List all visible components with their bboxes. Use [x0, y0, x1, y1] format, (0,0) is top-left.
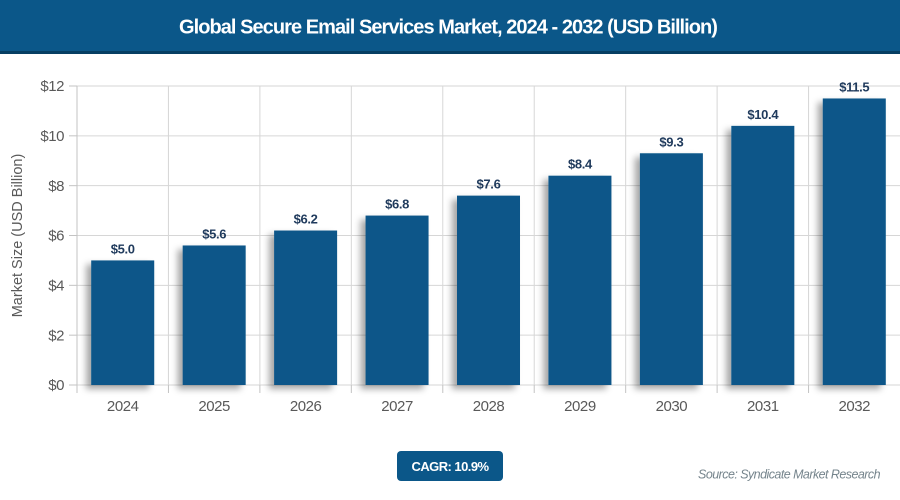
svg-text:$10.4: $10.4 — [747, 107, 779, 122]
svg-text:2031: 2031 — [747, 398, 779, 415]
svg-text:$9.3: $9.3 — [659, 134, 683, 149]
svg-text:2027: 2027 — [381, 398, 413, 415]
svg-text:CAGR: 10.9%: CAGR: 10.9% — [411, 459, 489, 474]
svg-text:2024: 2024 — [107, 398, 139, 415]
svg-text:$12: $12 — [40, 78, 64, 95]
svg-text:$6: $6 — [48, 228, 64, 245]
svg-text:2025: 2025 — [198, 398, 230, 415]
svg-text:$6.8: $6.8 — [385, 197, 409, 212]
svg-text:$7.6: $7.6 — [477, 177, 501, 192]
svg-text:$0: $0 — [48, 377, 64, 394]
svg-text:2028: 2028 — [473, 398, 505, 415]
svg-text:2026: 2026 — [290, 398, 322, 415]
svg-text:$10: $10 — [40, 128, 64, 145]
svg-text:$5.6: $5.6 — [202, 226, 226, 241]
svg-text:Global Secure Email Services M: Global Secure Email Services Market, 202… — [179, 16, 717, 38]
svg-text:$8.4: $8.4 — [568, 157, 593, 172]
svg-text:2032: 2032 — [838, 398, 870, 415]
svg-text:$5.0: $5.0 — [111, 241, 135, 256]
svg-text:$6.2: $6.2 — [294, 212, 318, 227]
svg-text:2029: 2029 — [564, 398, 596, 415]
svg-text:2030: 2030 — [656, 398, 688, 415]
svg-text:$4: $4 — [48, 278, 64, 295]
svg-text:$2: $2 — [48, 327, 64, 344]
svg-text:Market Size (USD Billion): Market Size (USD Billion) — [10, 154, 26, 318]
svg-text:$11.5: $11.5 — [839, 79, 869, 94]
svg-text:$8: $8 — [48, 178, 64, 195]
svg-text:Source: Syndicate Market Resea: Source: Syndicate Market Research — [698, 468, 881, 482]
